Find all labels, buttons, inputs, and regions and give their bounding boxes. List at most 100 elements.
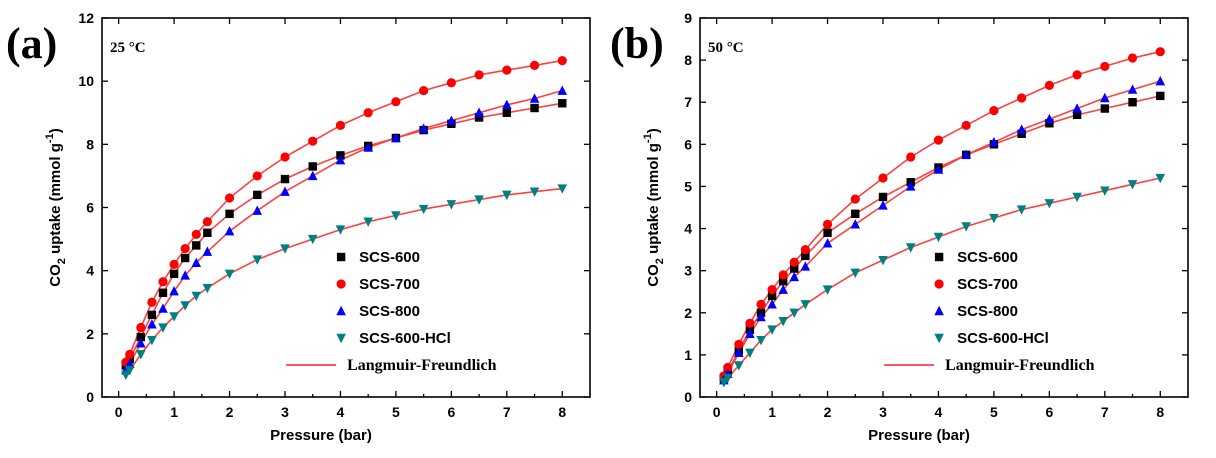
data-point	[558, 99, 567, 108]
data-point	[502, 108, 512, 117]
data-point	[756, 299, 766, 309]
x-tick-label: 6	[447, 404, 455, 420]
data-point	[280, 244, 290, 254]
data-point	[225, 209, 234, 219]
legend-label: Langmuir-Freundlich	[945, 357, 1094, 374]
temperature-annotation: 25 °C	[110, 40, 146, 56]
data-point	[147, 319, 157, 329]
data-point	[125, 349, 135, 359]
x-tick-label: 6	[1045, 404, 1053, 420]
data-point	[529, 93, 540, 103]
data-point	[253, 190, 262, 200]
data-point	[989, 137, 999, 147]
data-point	[800, 300, 811, 310]
data-point	[180, 270, 190, 280]
y-tick-label: 10	[78, 73, 94, 89]
data-series	[719, 47, 1165, 381]
data-point	[224, 269, 235, 280]
y-tick-label: 4	[684, 221, 692, 237]
data-point	[391, 132, 401, 143]
data-point	[280, 186, 290, 196]
data-point	[335, 154, 346, 165]
data-point	[169, 312, 179, 322]
data-point	[767, 325, 777, 335]
data-point	[191, 257, 202, 267]
legend-marker	[934, 333, 944, 344]
y-axis-title-part: 2	[654, 258, 666, 264]
data-point	[1155, 47, 1165, 57]
y-axis-title-part: -1	[642, 133, 654, 143]
data-series	[121, 85, 568, 375]
data-point	[363, 142, 373, 152]
y-tick-label: 12	[78, 10, 94, 26]
data-point	[147, 335, 157, 346]
data-point	[778, 276, 788, 286]
data-point	[1072, 110, 1082, 120]
data-point	[1100, 186, 1110, 196]
y-tick-label: 2	[86, 326, 94, 342]
data-point	[529, 60, 540, 70]
data-point	[1155, 75, 1166, 86]
data-point	[878, 192, 888, 202]
legend-label: Langmuir-Freundlich	[347, 357, 496, 374]
data-point	[756, 311, 766, 322]
data-point	[474, 70, 484, 80]
legend-marker	[934, 252, 944, 262]
data-point	[474, 107, 484, 117]
data-point	[961, 222, 971, 232]
data-point	[905, 243, 916, 253]
y-tick-label: 0	[684, 389, 692, 405]
data-point	[734, 347, 744, 357]
data-point	[822, 238, 833, 248]
data-point	[158, 303, 168, 313]
data-point	[307, 234, 318, 245]
y-axis-title-part: -1	[44, 133, 56, 143]
data-point	[557, 56, 567, 66]
plot-frame	[101, 17, 591, 398]
data-point	[136, 332, 146, 342]
data-point	[191, 229, 201, 239]
y-tick-label: 4	[86, 263, 94, 279]
data-point	[252, 255, 263, 265]
x-tick-label: 2	[226, 404, 234, 420]
fit-line	[125, 187, 563, 376]
data-point	[851, 209, 860, 219]
data-point	[1072, 192, 1082, 203]
data-point	[446, 115, 457, 125]
data-point	[203, 228, 212, 237]
data-point	[823, 228, 832, 237]
data-point	[557, 85, 568, 95]
data-point	[822, 285, 833, 295]
data-point	[363, 217, 373, 227]
data-point	[1044, 80, 1054, 90]
data-point	[202, 246, 213, 256]
data-series	[121, 184, 568, 381]
legend-label: SCS-600-HCl	[359, 330, 451, 347]
legend-label: SCS-700	[957, 276, 1018, 293]
y-axis-title: CO2 uptake (mmol g-1)	[642, 128, 666, 286]
x-tick-label: 5	[990, 404, 998, 420]
data-point	[308, 162, 317, 171]
legend-label: SCS-800	[359, 303, 420, 320]
data-point	[280, 152, 290, 162]
data-point	[124, 358, 135, 369]
data-point	[734, 339, 744, 349]
data-point	[418, 204, 429, 215]
data-point	[961, 120, 971, 130]
data-point	[933, 135, 944, 145]
data-point	[391, 211, 401, 221]
x-tick-label: 0	[115, 404, 123, 420]
data-point	[280, 174, 290, 184]
data-point	[529, 187, 540, 197]
data-point	[719, 378, 729, 388]
data-point	[136, 350, 146, 360]
y-tick-label: 6	[86, 200, 94, 216]
data-point	[745, 328, 755, 339]
data-point	[530, 103, 539, 113]
panel-label: (b)	[610, 19, 664, 68]
data-point	[121, 370, 131, 381]
data-point	[778, 317, 788, 327]
data-point	[989, 213, 999, 224]
data-series	[719, 173, 1166, 388]
data-point	[745, 348, 755, 358]
